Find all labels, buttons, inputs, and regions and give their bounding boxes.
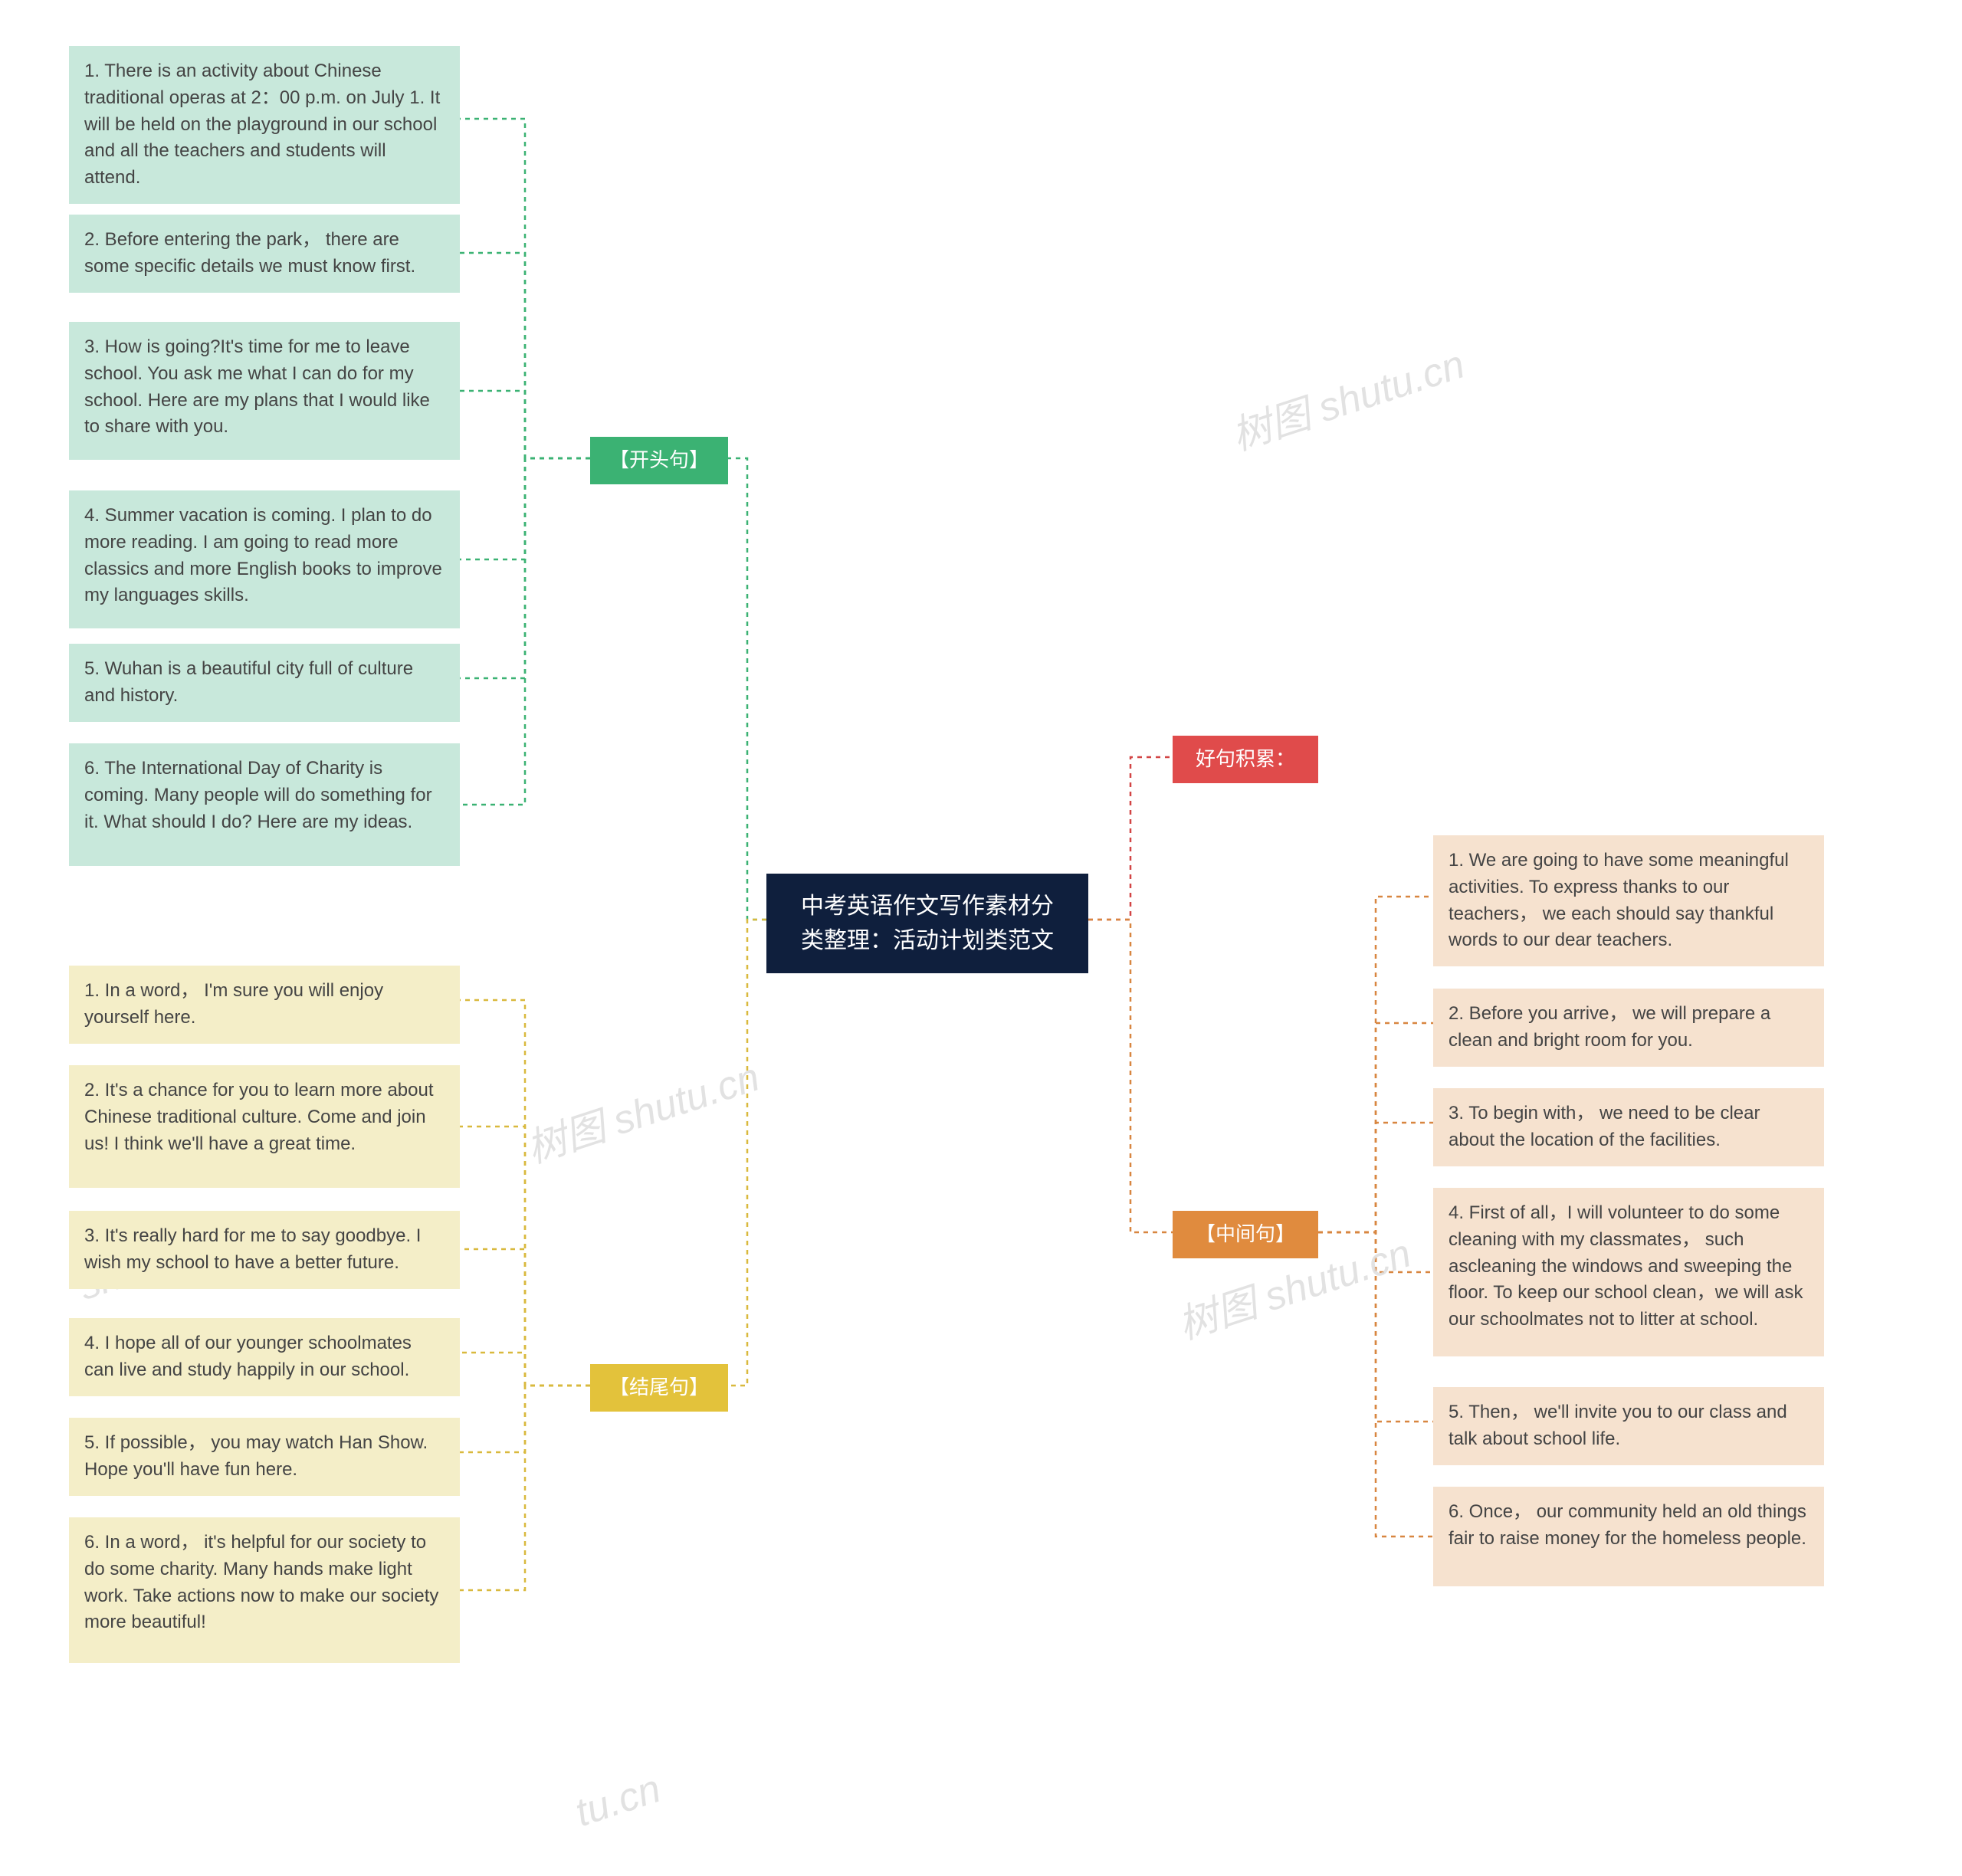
leaf-opening-5: 5. Wuhan is a beautiful city full of cul…	[69, 644, 460, 722]
leaf-closing-4: 4. I hope all of our younger schoolmates…	[69, 1318, 460, 1396]
branch-closing: 【结尾句】	[590, 1364, 728, 1412]
leaf-middle-5: 5. Then， we'll invite you to our class a…	[1433, 1387, 1824, 1465]
root-title-line2: 类整理：活动计划类范文	[801, 928, 1054, 953]
leaf-closing-2: 2. It's a chance for you to learn more a…	[69, 1065, 460, 1188]
leaf-closing-1: 1. In a word， I'm sure you will enjoy yo…	[69, 966, 460, 1044]
watermark: 树图 shutu.cn	[518, 1045, 766, 1174]
watermark: 树图 shutu.cn	[1223, 332, 1471, 461]
leaf-middle-6: 6. Once， our community held an old thing…	[1433, 1487, 1824, 1586]
branch-opening: 【开头句】	[590, 437, 728, 484]
leaf-opening-4: 4. Summer vacation is coming. I plan to …	[69, 490, 460, 628]
leaf-closing-3: 3. It's really hard for me to say goodby…	[69, 1211, 460, 1289]
leaf-middle-3: 3. To begin with， we need to be clear ab…	[1433, 1088, 1824, 1166]
watermark: tu.cn	[569, 1766, 666, 1836]
leaf-opening-3: 3. How is going?It's time for me to leav…	[69, 322, 460, 460]
branch-accumulate: 好句积累：	[1173, 736, 1318, 783]
leaf-closing-5: 5. If possible， you may watch Han Show. …	[69, 1418, 460, 1496]
leaf-closing-6: 6. In a word， it's helpful for our socie…	[69, 1517, 460, 1663]
root-node: 中考英语作文写作素材分 类整理：活动计划类范文	[766, 874, 1088, 973]
leaf-middle-2: 2. Before you arrive， we will prepare a …	[1433, 989, 1824, 1067]
root-title-line1: 中考英语作文写作素材分	[801, 894, 1054, 919]
leaf-opening-6: 6. The International Day of Charity is c…	[69, 743, 460, 866]
leaf-middle-4: 4. First of all，I will volunteer to do s…	[1433, 1188, 1824, 1356]
leaf-middle-1: 1. We are going to have some meaningful …	[1433, 835, 1824, 966]
mindmap-canvas: 树图 shutu.cn 树图 shutu.cn 树图 shutu.cn shut…	[0, 0, 1962, 1876]
branch-middle: 【中间句】	[1173, 1211, 1318, 1258]
leaf-opening-1: 1. There is an activity about Chinese tr…	[69, 46, 460, 204]
leaf-opening-2: 2. Before entering the park， there are s…	[69, 215, 460, 293]
